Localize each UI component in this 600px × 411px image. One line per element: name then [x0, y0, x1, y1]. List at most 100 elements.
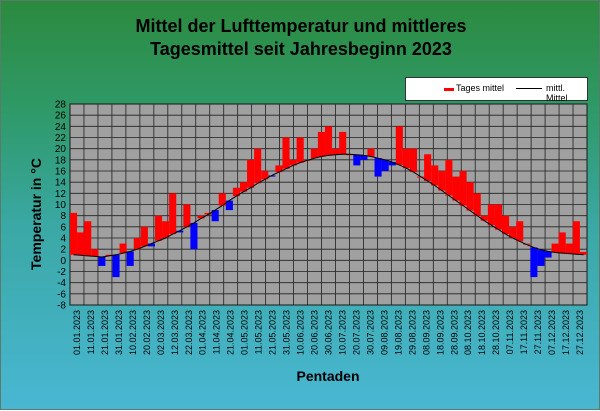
bar-daily-mean	[494, 204, 503, 230]
x-tick-label: 30.06.2023	[324, 310, 334, 355]
bar-daily-mean	[154, 215, 163, 241]
x-tick-label: 09.08.2023	[379, 310, 389, 355]
bar-daily-mean	[367, 148, 375, 157]
x-tick-label: 20.07.2023	[351, 310, 361, 355]
legend-swatch-mean	[516, 88, 542, 89]
bar-daily-mean	[530, 247, 538, 278]
bar-daily-mean	[211, 210, 219, 222]
y-tick-label: 20	[55, 144, 67, 155]
y-tick-label: 4	[60, 234, 66, 245]
y-tick-label: 24	[55, 122, 67, 133]
bar-daily-mean	[516, 221, 524, 242]
bar-daily-mean	[431, 165, 439, 186]
bar-daily-mean	[282, 137, 290, 169]
bar-daily-mean	[473, 193, 481, 216]
bar-daily-mean	[502, 215, 510, 235]
bar-daily-mean	[565, 243, 573, 254]
legend: Tages mittel mittl. Mittel	[405, 77, 588, 103]
x-tick-label: 21.01.2023	[100, 310, 110, 355]
x-tick-label: 01.05.2023	[240, 310, 250, 355]
x-tick-label: 10.07.2023	[337, 310, 347, 355]
x-tick-label: 11.01.2023	[86, 310, 96, 354]
bar-daily-mean	[98, 256, 106, 266]
bar-daily-mean	[558, 232, 566, 254]
bar-daily-mean	[232, 187, 240, 197]
bar-daily-mean	[466, 182, 474, 211]
x-tick-label: 01.04.2023	[198, 310, 208, 355]
x-tick-label: 18.10.2023	[477, 310, 487, 355]
bar-daily-mean	[402, 148, 410, 169]
bar-daily-mean	[353, 154, 361, 166]
bar-daily-mean	[523, 243, 531, 245]
x-tick-label: 28.09.2023	[449, 310, 459, 355]
chart-title: Mittel der Lufttemperatur und mittleres …	[135, 16, 467, 59]
bar-daily-mean	[452, 176, 460, 201]
bar-daily-mean	[317, 131, 325, 157]
bar-daily-mean	[176, 230, 184, 233]
bar-daily-mean	[169, 193, 177, 235]
bar-daily-mean	[112, 254, 120, 278]
y-tick-label: 16	[55, 167, 67, 178]
bar-daily-mean	[91, 249, 99, 257]
y-tick-label: 2	[60, 245, 66, 256]
bar-daily-mean	[126, 251, 134, 266]
x-tick-label: 27.11.2023	[533, 310, 543, 354]
x-tick-label: 10.02.2023	[128, 310, 138, 355]
bar-daily-mean	[105, 254, 113, 256]
bar-daily-mean	[197, 215, 205, 219]
bar-daily-mean	[162, 221, 170, 238]
bar-daily-mean	[572, 221, 580, 255]
bar-daily-mean	[147, 243, 155, 247]
x-axis-title: Pentaden	[296, 368, 359, 384]
x-tick-label: 12.03.2023	[170, 310, 180, 355]
x-tick-label: 21.05.2023	[268, 310, 278, 355]
bar-daily-mean	[77, 232, 85, 256]
bar-daily-mean	[70, 212, 78, 255]
x-tick-label: 21.04.2023	[226, 310, 236, 355]
x-tick-label: 27.12.2023	[575, 310, 585, 355]
bar-daily-mean	[324, 126, 333, 156]
y-tick-label: 18	[55, 155, 67, 166]
bar-daily-mean	[296, 137, 304, 163]
x-tick-label: 02.03.2023	[156, 310, 166, 355]
y-tick-label: 8	[60, 211, 66, 222]
bar-daily-mean	[544, 251, 552, 258]
bar-daily-mean	[551, 243, 559, 253]
x-tick-label: 22.03.2023	[184, 310, 194, 355]
bar-daily-mean	[579, 251, 587, 255]
legend-swatch-daily	[444, 88, 454, 91]
bar-daily-mean	[310, 148, 318, 159]
bar-daily-mean	[424, 154, 432, 182]
x-tick-label: 11.04.2023	[212, 310, 222, 354]
y-tick-label: 10	[55, 200, 67, 211]
bar-daily-mean	[239, 182, 248, 192]
bar-daily-mean	[445, 159, 453, 196]
x-tick-label: 10.06.2023	[296, 310, 306, 355]
y-tick-label: -2	[57, 267, 66, 278]
bar-daily-mean	[360, 155, 368, 160]
y-tick-label: 22	[55, 133, 67, 144]
y-tick-label: -6	[57, 289, 66, 300]
bar-daily-mean	[84, 221, 92, 256]
bar-daily-mean	[225, 200, 233, 211]
y-tick-label: 6	[60, 222, 66, 233]
x-tick-label: 19.08.2023	[393, 310, 403, 355]
y-tick-label: 12	[55, 189, 67, 200]
bar-daily-mean	[183, 204, 191, 227]
bar-daily-mean	[487, 204, 495, 226]
y-tick-label: 14	[55, 178, 67, 189]
legend-label-daily: Tages mittel	[456, 83, 505, 93]
bar-daily-mean	[204, 212, 212, 215]
line-mean-series	[73, 153, 584, 258]
bar-daily-mean	[409, 148, 418, 173]
bar-daily-mean	[339, 131, 347, 155]
bar-daily-mean	[480, 215, 488, 221]
x-tick-label: 20.06.2023	[310, 310, 320, 355]
y-axis-title: Temperatur in °C	[28, 158, 44, 270]
bar-daily-mean	[459, 171, 467, 206]
bar-daily-mean	[247, 159, 255, 188]
bar-daily-mean	[190, 222, 198, 250]
x-tick-label: 17.11.2023	[519, 310, 529, 354]
